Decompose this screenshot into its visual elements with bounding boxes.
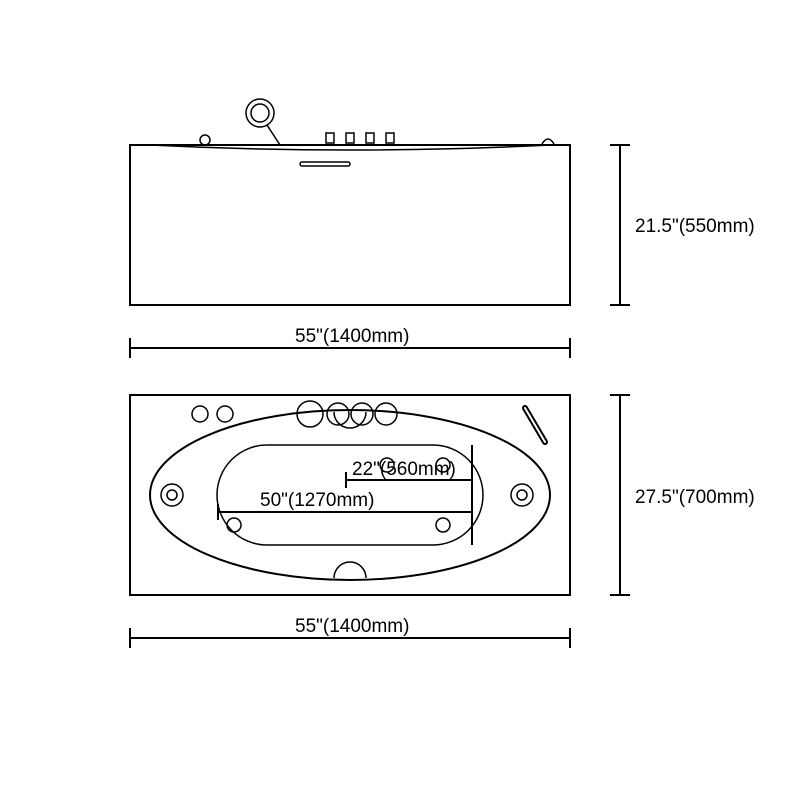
side-knob: [200, 135, 210, 145]
jet-icon: [227, 518, 241, 532]
dim-height-top-label: 27.5"(700mm): [635, 487, 755, 508]
jet-icon: [436, 518, 450, 532]
jet-icon: [167, 490, 177, 500]
shower-arm: [267, 125, 280, 145]
side-knob: [346, 133, 354, 143]
dim-inner-50-label: 50"(1270mm): [260, 490, 374, 511]
top-knob-icon: [297, 401, 323, 427]
top-knob-icon: [192, 406, 208, 422]
handle-slot: [525, 408, 545, 442]
top-knob-icon: [375, 403, 397, 425]
drain-slot: [300, 162, 350, 166]
side-knob: [366, 133, 374, 143]
technical-drawing: 21.5"(550mm) 55"(1400mm) 27.5"(700mm) 55"(1…: [0, 0, 800, 800]
jet-icon: [517, 490, 527, 500]
side-knob: [542, 139, 554, 144]
dim-width-side-label: 55"(1400mm): [295, 326, 409, 347]
jet-icon: [511, 484, 533, 506]
shower-head-inner-icon: [251, 104, 269, 122]
grip-icon: [334, 562, 366, 578]
side-view-outline: [130, 145, 570, 305]
side-knob: [386, 133, 394, 143]
top-knob-icon: [217, 406, 233, 422]
dim-width-top-label: 55"(1400mm): [295, 616, 409, 637]
dim-height-side-label: 21.5"(550mm): [635, 216, 755, 237]
jet-icon: [161, 484, 183, 506]
side-knob: [326, 133, 334, 143]
shower-head-icon: [246, 99, 274, 127]
dim-inner-22-label: 22"(560mm): [352, 459, 456, 480]
